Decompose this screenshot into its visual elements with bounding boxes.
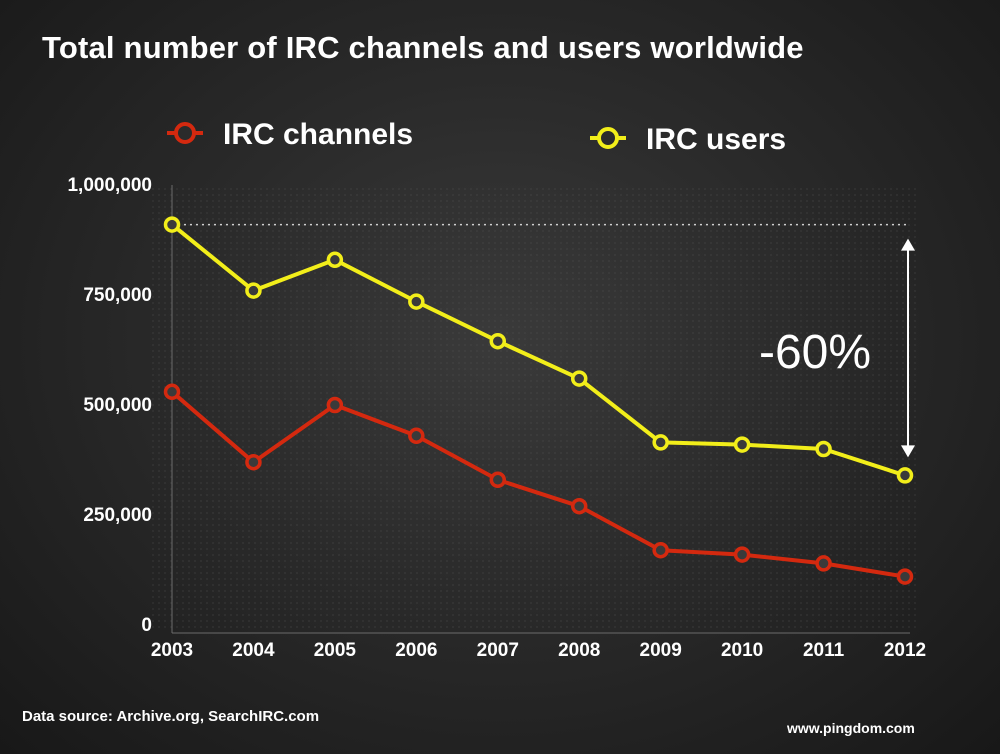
x-tick-label: 2003 [151, 640, 193, 661]
x-tick-label: 2011 [803, 640, 845, 661]
irc-users-point [245, 282, 262, 299]
irc-channels-point [163, 383, 181, 401]
axes: 0 250,000 500,000 750,000 1,000,000 2003 2004 2… [67, 175, 926, 661]
x-tick-label: 2010 [721, 640, 763, 661]
y-tick-label: 750,000 [83, 285, 152, 306]
x-tick-label: 2009 [640, 640, 682, 661]
y-tick-label: 1,000,000 [67, 175, 152, 196]
legend-swatch-marker-irc-users [597, 127, 619, 149]
plot-background [150, 185, 920, 630]
irc-channels-point [245, 453, 262, 471]
irc-channels-point [733, 546, 751, 563]
irc-users-point [489, 332, 507, 350]
irc-users-point [815, 440, 832, 458]
irc-users-point [326, 251, 344, 269]
irc-users-point [408, 293, 425, 310]
irc-users-point [733, 436, 751, 453]
x-tick-label: 2005 [314, 640, 357, 661]
website-credit: www.pingdom.com [787, 720, 915, 736]
y-tick-label: 500,000 [83, 395, 152, 416]
irc-channels-point [896, 568, 914, 585]
irc-channels-point [326, 396, 344, 414]
x-tick-label: 2007 [477, 640, 519, 661]
irc-channels-line [170, 390, 906, 579]
x-tick-label: 2012 [884, 640, 926, 661]
irc-channels-point [408, 427, 425, 445]
chart-title: Total number of IRC channels and users w… [42, 30, 804, 65]
irc-channels-point [652, 541, 669, 559]
irc-users-point [163, 216, 181, 233]
arrow-up-head [901, 238, 915, 251]
irc-users-line [170, 223, 906, 478]
irc-users-point [570, 370, 588, 387]
change-annotation-label: -60% [759, 326, 871, 379]
y-tick-label: 0 [141, 615, 152, 636]
irc-channels-point [489, 471, 507, 489]
irc-channels-point [570, 497, 588, 515]
x-tick-label: 2008 [558, 640, 600, 661]
legend-swatch-marker-irc-channels [174, 122, 196, 144]
series-lines [163, 216, 914, 585]
arrow-down-head [901, 445, 915, 458]
change-annotation: -60% [172, 223, 915, 458]
legend-label-irc-channels: IRC channels [223, 118, 413, 151]
legend-label-irc-users: IRC users [646, 123, 786, 156]
irc-users-point [896, 467, 914, 484]
x-tick-label: 2004 [232, 640, 275, 661]
legend: IRC channels IRC users [167, 118, 786, 156]
y-tick-label: 250,000 [83, 505, 152, 526]
irc-channels-point [815, 555, 832, 572]
data-source-note: Data source: Archive.org, SearchIRC.com [22, 708, 320, 725]
x-tick-label: 2006 [395, 640, 437, 661]
irc-users-point [652, 434, 669, 451]
